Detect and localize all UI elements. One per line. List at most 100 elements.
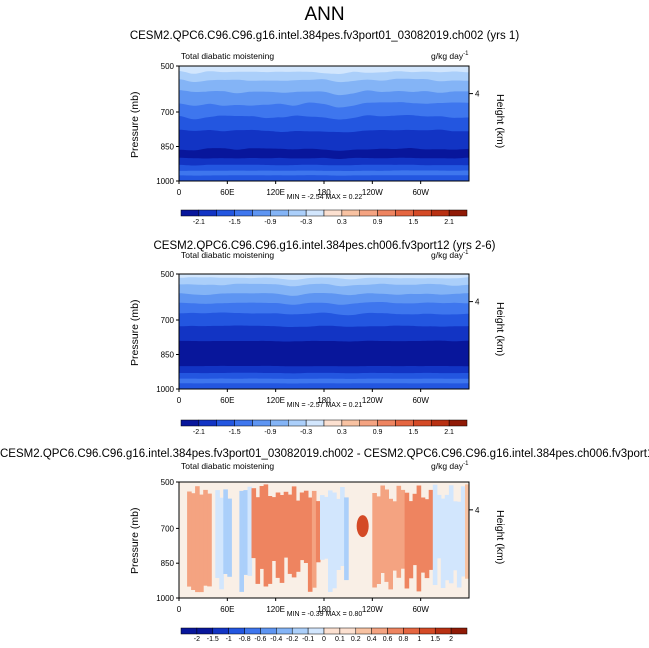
contour-cell — [215, 490, 220, 578]
colorbar-box — [387, 627, 404, 635]
colorbar-label: 1 — [417, 636, 421, 643]
y2-tick-label: 4 — [475, 90, 480, 99]
x-tick-label: 0 — [177, 605, 182, 614]
y-tick-label: 500 — [161, 270, 175, 279]
units-label: g/kg day-1 — [431, 51, 469, 61]
contour-cell — [340, 487, 345, 566]
x-tick-label: 180 — [317, 396, 331, 405]
contour-field — [179, 274, 469, 389]
y-tick-label: 700 — [161, 108, 175, 117]
colorbar-label: 0.1 — [335, 636, 345, 643]
contour-field — [179, 66, 469, 181]
contour-cell — [295, 500, 301, 572]
contour-cell — [259, 486, 265, 569]
figure-title: ANN — [304, 4, 345, 25]
contour-cell — [287, 494, 293, 574]
colorbar-label: -1 — [226, 636, 232, 643]
colorbar-label: -1.5 — [207, 636, 219, 643]
units-exponent: -1 — [463, 461, 469, 468]
panel-title: CESM2.QPC6.C96.C96.g16.intel.384pes.fv3p… — [0, 448, 649, 460]
y-tick-label: 850 — [161, 351, 175, 360]
y-tick-label: 850 — [161, 559, 175, 568]
colorbar-label: -0.6 — [254, 636, 266, 643]
contour-cell — [291, 486, 297, 578]
x-tick-label: 180 — [317, 605, 331, 614]
contour-cell — [400, 489, 406, 569]
colorbar-label: -0.9 — [264, 429, 276, 436]
colorbar-label: -0.3 — [300, 429, 312, 436]
field-label: Total diabatic moistening — [181, 250, 275, 260]
x-tick-label: 120W — [362, 605, 383, 614]
contour-cell — [380, 485, 385, 573]
y2-tick-label: 4 — [475, 506, 480, 515]
colorbar-box — [228, 627, 245, 635]
colorbar-box — [307, 627, 325, 635]
colorbar-box — [371, 627, 388, 635]
colorbar-label: -0.8 — [239, 636, 251, 643]
contour-cell — [299, 492, 305, 561]
min-max-text: MIN = -2.54 MAX = 0.22 — [286, 194, 363, 201]
colorbar-label: -2.1 — [193, 429, 205, 436]
colorbar-label: 2.1 — [444, 429, 454, 436]
y-tick-label: 700 — [161, 316, 175, 325]
contour-cell — [324, 496, 329, 559]
contour-cell — [460, 486, 466, 577]
y-tick-label: 1000 — [156, 385, 174, 394]
contour-cell — [388, 498, 393, 590]
x-tick-label: 120W — [362, 396, 383, 405]
colorbar-box — [434, 627, 452, 635]
x-tick-label: 60W — [412, 188, 429, 197]
contour-band — [179, 383, 469, 389]
units-label: g/kg day-1 — [431, 461, 469, 471]
contour-cell — [303, 490, 309, 563]
colorbar-label: 1.5 — [409, 219, 419, 226]
colorbar-label: 0.8 — [399, 636, 409, 643]
contour-cell — [243, 490, 248, 575]
colorbar-box — [339, 627, 357, 635]
x-tick-label: 0 — [177, 188, 182, 197]
units-exponent: -1 — [463, 250, 469, 257]
colorbar-box — [260, 627, 277, 635]
contour-cell — [428, 489, 434, 570]
contour-cell — [203, 489, 208, 586]
contour-cell — [191, 493, 196, 590]
y2-tick-label: 4 — [475, 298, 480, 307]
contour-cell — [424, 499, 430, 579]
contour-cell — [444, 494, 450, 581]
colorbar-label: 0.3 — [337, 429, 347, 436]
contour-cell — [432, 484, 438, 585]
panel-title: CESM2.QPC6.C96.C96.g16.intel.384pes.ch00… — [153, 240, 496, 252]
contour-cell — [456, 501, 462, 588]
x-tick-label: 120E — [266, 605, 285, 614]
colorbar-label: 2.1 — [444, 219, 454, 226]
colorbar-label: -0.9 — [264, 219, 276, 226]
colorbar-label: 0.4 — [367, 636, 377, 643]
contour-cell — [344, 497, 349, 581]
x-tick-label: 120W — [362, 188, 383, 197]
units-label: g/kg day-1 — [431, 250, 469, 260]
colorbar-label: -0.3 — [300, 219, 312, 226]
colorbar-box — [323, 627, 341, 635]
contour-cell — [223, 489, 228, 574]
contour-cell — [271, 497, 277, 561]
units-exponent: -1 — [463, 51, 469, 58]
y-tick-label: 1000 — [156, 594, 174, 603]
contour-cell — [372, 493, 377, 588]
colorbar-label: 0 — [322, 636, 326, 643]
colorbar-label: 2 — [449, 636, 453, 643]
contour-cell — [251, 488, 257, 559]
x-tick-label: 180 — [317, 188, 331, 197]
contour-cell — [392, 501, 398, 571]
x-tick-label: 0 — [177, 396, 182, 405]
contour-cell — [420, 497, 426, 573]
contour-cell — [307, 497, 313, 592]
colorbar-label: -1.5 — [229, 219, 241, 226]
contour-band — [179, 175, 469, 181]
contour-cell — [376, 496, 381, 584]
x-tick-label: 60E — [220, 188, 234, 197]
colorbar-box — [180, 627, 198, 635]
colorbar-box — [448, 209, 468, 217]
contour-field — [179, 482, 469, 598]
contour-cell — [384, 489, 389, 582]
